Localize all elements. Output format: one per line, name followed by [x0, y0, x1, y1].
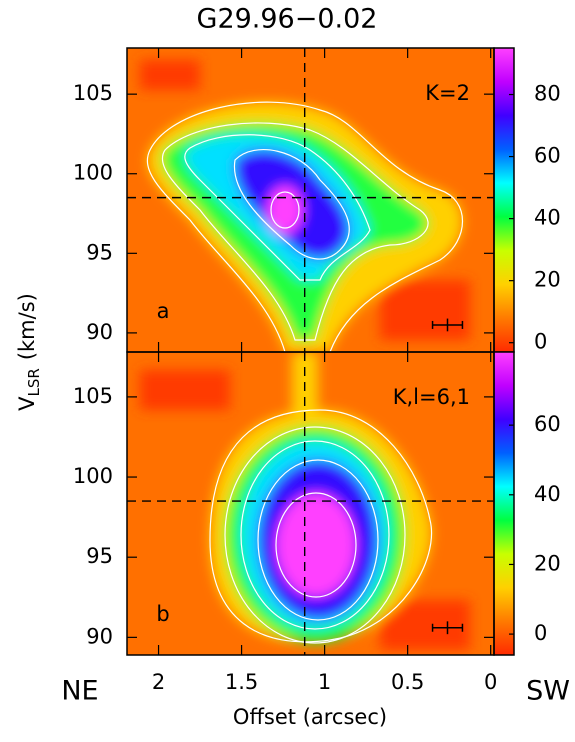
- x-tick-label: 1.5: [225, 670, 258, 694]
- heatmap-a: [127, 48, 494, 352]
- y-tick-label: 100: [73, 161, 113, 185]
- colorbar-tick-label: 0: [534, 330, 547, 354]
- panel-annotation: K=2: [425, 81, 470, 105]
- y-label-main: V: [15, 396, 39, 411]
- heatmap-b: [127, 352, 494, 655]
- colorbar-tick-label: 80: [534, 82, 561, 106]
- y-axis-label: VLSR (km/s): [15, 293, 43, 411]
- colorbar-tick-label: 40: [534, 482, 561, 506]
- x-tick-label: 0.5: [391, 670, 424, 694]
- x-axis-label: Offset (arcsec): [233, 705, 387, 729]
- colorbar-tick-label: 0: [534, 621, 547, 645]
- right-label: SW: [526, 676, 570, 707]
- colorbar-tick-label: 40: [534, 206, 561, 230]
- panel-annotation: K,l=6,1: [393, 385, 470, 409]
- y-label-rest: (km/s): [15, 293, 39, 360]
- title: G29.96−0.02: [197, 4, 378, 35]
- panel-frame: [126, 351, 495, 656]
- y-tick-label: 100: [73, 464, 113, 488]
- panel-label: a: [157, 299, 170, 323]
- left-label: NE: [61, 676, 98, 707]
- x-tick-label: 1: [318, 670, 331, 694]
- colorbar-tick-label: 20: [534, 268, 561, 292]
- y-tick-label: 90: [86, 320, 113, 344]
- colorbar-tick-label: 20: [534, 551, 561, 575]
- y-tick-label: 105: [73, 384, 113, 408]
- x-tick-label: 2: [152, 670, 165, 694]
- colorbar: [493, 47, 515, 353]
- y-tick-label: 95: [86, 240, 113, 264]
- colorbar: [493, 351, 515, 656]
- colorbar-tick-label: 60: [534, 412, 561, 436]
- colorbar-tick-label: 60: [534, 144, 561, 168]
- y-tick-label: 105: [73, 81, 113, 105]
- y-tick-label: 90: [86, 624, 113, 648]
- y-tick-label: 95: [86, 544, 113, 568]
- y-label-sub: LSR: [25, 368, 43, 396]
- panel-label: b: [156, 602, 169, 626]
- x-tick-label: 0: [484, 670, 497, 694]
